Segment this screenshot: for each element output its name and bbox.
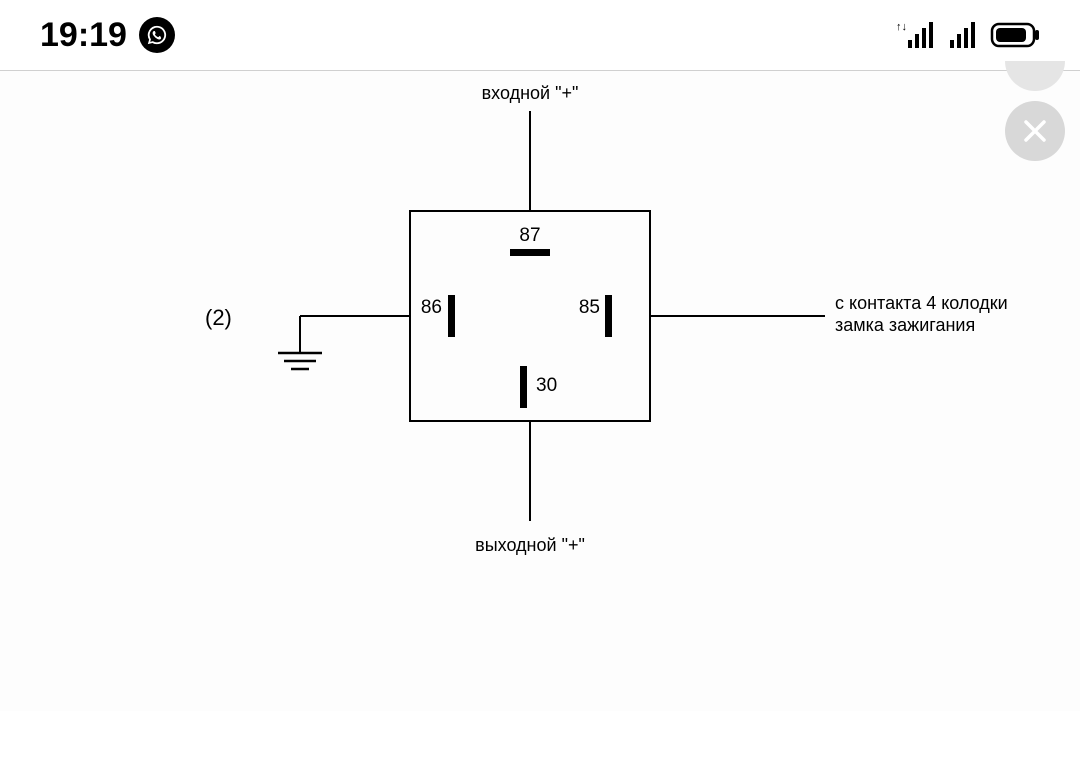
status-bar: 19:19 ↑↓ — [0, 0, 1080, 70]
relay-diagram: входной "+" выходной "+" с контакта 4 ко… — [0, 71, 1080, 711]
right-label-2: замка зажигания — [835, 315, 975, 335]
figure-label: (2) — [205, 305, 232, 330]
top-label: входной "+" — [482, 83, 579, 103]
whatsapp-icon — [139, 17, 175, 53]
battery-icon — [990, 22, 1040, 48]
status-time: 19:19 — [40, 16, 127, 55]
bottom-label: выходной "+" — [475, 535, 585, 555]
status-right: ↑↓ — [890, 20, 1040, 50]
right-label-1: с контакта 4 колодки — [835, 293, 1008, 313]
status-left: 19:19 — [40, 16, 175, 55]
signal-with-arrows-icon: ↑↓ — [890, 20, 938, 50]
content-area: входной "+" выходной "+" с контакта 4 ко… — [0, 71, 1080, 711]
pin-86: 86 — [421, 297, 442, 318]
pin-85: 85 — [579, 297, 600, 318]
pin-30: 30 — [536, 375, 557, 396]
pin-87: 87 — [519, 225, 540, 246]
signal-icon — [946, 20, 982, 50]
svg-text:↑↓: ↑↓ — [896, 21, 907, 33]
